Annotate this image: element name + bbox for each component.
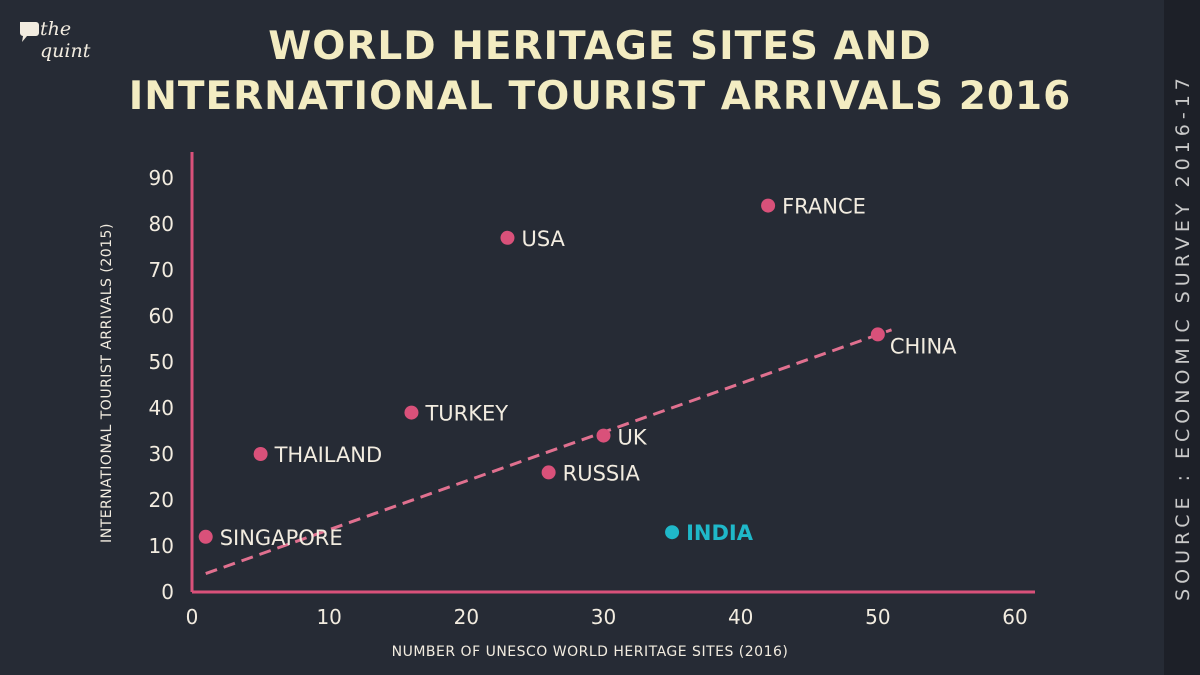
- x-tick-label: 30: [591, 605, 616, 629]
- point-label: SINGAPORE: [220, 526, 343, 550]
- point-label: THAILAND: [274, 443, 383, 467]
- source-band: [1164, 0, 1200, 675]
- x-tick-label: 20: [454, 605, 479, 629]
- x-axis-title: NUMBER OF UNESCO WORLD HERITAGE SITES (2…: [392, 644, 789, 660]
- x-tick-label: 10: [316, 605, 341, 629]
- point-label: FRANCE: [782, 195, 866, 219]
- chart-title-line-1: WORLD HERITAGE SITES AND: [268, 24, 932, 69]
- data-point: [541, 465, 556, 480]
- data-point: [253, 447, 268, 461]
- y-tick-label: 80: [149, 212, 174, 236]
- y-tick-label: 90: [149, 166, 174, 190]
- data-point: [500, 230, 515, 245]
- data-point: [596, 428, 611, 443]
- the-quint-logo: the quint: [18, 18, 108, 73]
- y-tick-label: 0: [161, 580, 174, 604]
- data-point: [870, 327, 885, 342]
- point-label: UK: [618, 426, 648, 450]
- data-point: [761, 198, 776, 213]
- point-label: TURKEY: [424, 402, 508, 426]
- x-tick-label: 60: [1002, 605, 1027, 629]
- trendline: [205, 328, 893, 576]
- y-tick-label: 20: [149, 488, 174, 512]
- x-tick-label: 40: [728, 605, 753, 629]
- x-tick-label: 0: [186, 605, 199, 629]
- y-tick-label: 50: [149, 350, 174, 374]
- y-tick-label: 40: [149, 396, 174, 420]
- data-point: [198, 529, 213, 544]
- point-label: INDIA: [686, 521, 754, 545]
- source-text: SOURCE : ECONOMIC SURVEY 2016-17: [1172, 73, 1194, 601]
- logo-line-the: the: [40, 18, 72, 40]
- x-tick-label: 50: [865, 605, 890, 629]
- point-label: CHINA: [890, 334, 957, 358]
- point-label: RUSSIA: [563, 461, 641, 485]
- y-tick-label: 70: [149, 258, 174, 282]
- chart-title: WORLD HERITAGE SITES AND INTERNATIONAL T…: [0, 22, 1200, 122]
- chart-title-line-2: INTERNATIONAL TOURIST ARRIVALS 2016: [128, 74, 1072, 119]
- point-label: USA: [521, 227, 565, 251]
- data-point: [404, 405, 419, 420]
- y-tick-label: 10: [149, 534, 174, 558]
- logo-line-quint: quint: [40, 40, 91, 62]
- y-tick-label: 30: [149, 442, 174, 466]
- y-axis-title: INTERNATIONAL TOURIST ARRIVALS (2015): [99, 223, 115, 543]
- y-tick-label: 60: [149, 304, 174, 328]
- data-point: [665, 525, 680, 540]
- quote-bubble-icon: [20, 22, 39, 42]
